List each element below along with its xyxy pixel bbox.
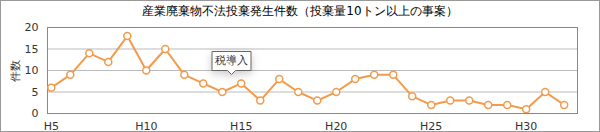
svg-text:20: 20 — [25, 21, 39, 34]
svg-text:H5: H5 — [44, 120, 59, 131]
svg-text:15: 15 — [25, 43, 39, 56]
svg-text:H30: H30 — [515, 120, 537, 131]
svg-text:5: 5 — [32, 86, 39, 99]
svg-text:H10: H10 — [135, 120, 157, 131]
html-text:産業廃棄物不法投棄発生件数（投棄量10トン以上の事案）: 産業廃棄物不法投棄発生件数（投棄量10トン以上の事案） — [142, 4, 458, 18]
svg-text:10: 10 — [25, 64, 39, 77]
svg-text:H25: H25 — [420, 120, 442, 131]
svg-text:H15: H15 — [230, 120, 252, 131]
svg-text:件数: 件数 — [9, 60, 22, 82]
svg-text:​税導入: ​税導入 — [215, 54, 248, 67]
svg-text:H20: H20 — [325, 120, 347, 131]
svg-text:0: 0 — [32, 107, 39, 120]
